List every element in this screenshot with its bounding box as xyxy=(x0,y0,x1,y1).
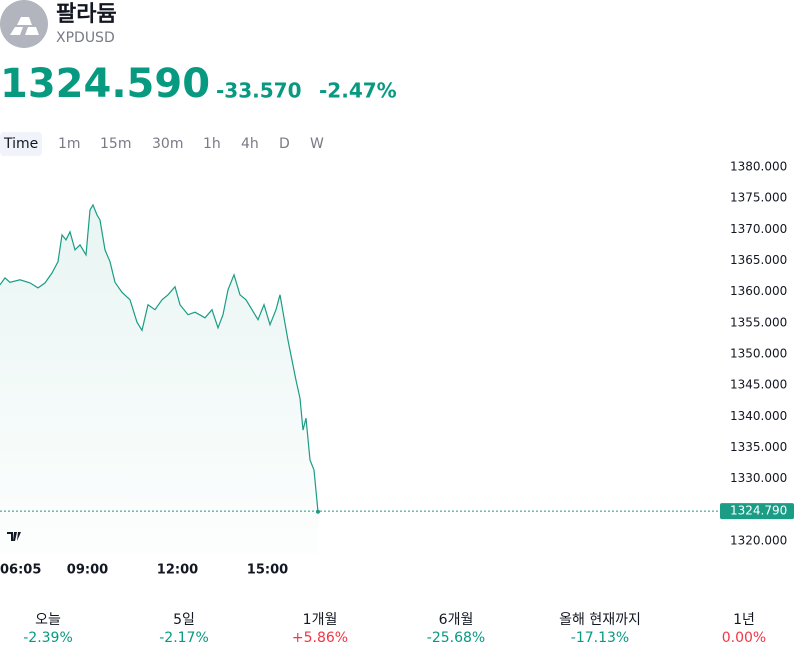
period-label: 1년 xyxy=(733,612,755,628)
period-label: 1개월 xyxy=(303,612,338,628)
area xyxy=(0,205,318,554)
y-tick-label: 1340.000 xyxy=(730,409,787,423)
period-change: -17.13% xyxy=(571,630,629,646)
period-label: 5일 xyxy=(173,612,195,628)
x-tick-label: 15:00 xyxy=(247,563,288,578)
y-tick-label: 1355.000 xyxy=(730,315,787,329)
interval-tab[interactable]: W xyxy=(310,136,324,152)
x-tick-label: 06:05 xyxy=(0,563,41,578)
period[interactable]: 6개월 -25.68% xyxy=(427,612,485,646)
y-tick-label: 1360.000 xyxy=(730,284,787,298)
interval-tab[interactable]: 15m xyxy=(100,136,131,152)
y-tick-label: 1365.000 xyxy=(730,253,787,267)
interval-tab[interactable]: 4h xyxy=(241,136,259,152)
tab-highlight xyxy=(0,132,42,156)
period[interactable]: 1년 0.00% xyxy=(722,612,766,646)
y-tick-label: 1370.000 xyxy=(730,222,787,236)
interval-tab[interactable]: 30m xyxy=(152,136,183,152)
period-change: +5.86% xyxy=(292,630,348,646)
logo xyxy=(0,0,48,48)
last-point xyxy=(316,509,320,514)
y-tick-label: 1320.000 xyxy=(730,534,787,548)
period-label: 오늘 xyxy=(35,612,61,628)
y-tick-label: 1350.000 xyxy=(730,347,787,361)
y-tick-label: 1335.000 xyxy=(730,440,787,454)
last-price-label: 1324.790 xyxy=(730,504,787,518)
period-change: -2.17% xyxy=(159,630,209,646)
interval-tab[interactable]: 1h xyxy=(203,136,221,152)
last-price-box xyxy=(720,503,794,520)
y-tick-label: 1330.000 xyxy=(730,471,787,485)
period-change: 0.00% xyxy=(722,630,766,646)
period-change: -25.68% xyxy=(427,630,485,646)
period[interactable]: 1개월 +5.86% xyxy=(292,612,348,646)
instrument-name: 팔라듐 xyxy=(56,2,117,27)
y-tick-label: 1380.000 xyxy=(730,159,787,173)
period-change: -2.39% xyxy=(23,630,73,646)
price-change-percent: -2.47% xyxy=(319,79,397,103)
interval-tab[interactable]: 1m xyxy=(58,136,81,152)
period[interactable]: 5일 -2.17% xyxy=(159,612,209,646)
y-tick-label: 1375.000 xyxy=(730,191,787,205)
period-label: 올해 현재까지 xyxy=(559,612,641,628)
price-line xyxy=(0,203,319,512)
x-tick-label: 12:00 xyxy=(157,563,198,578)
interval-tab[interactable]: D xyxy=(279,136,290,152)
x-tick-label: 09:00 xyxy=(67,563,108,578)
period[interactable]: 오늘 -2.39% xyxy=(23,612,73,646)
price-change: -33.570 xyxy=(216,79,301,103)
period-label: 6개월 xyxy=(439,612,474,628)
interval-tab[interactable]: Time xyxy=(3,136,38,152)
price: 1324.590 xyxy=(0,61,210,107)
y-tick-label: 1345.000 xyxy=(730,378,787,392)
period[interactable]: 올해 현재까지 -17.13% xyxy=(559,612,641,646)
symbol: XPDUSD xyxy=(56,30,115,46)
